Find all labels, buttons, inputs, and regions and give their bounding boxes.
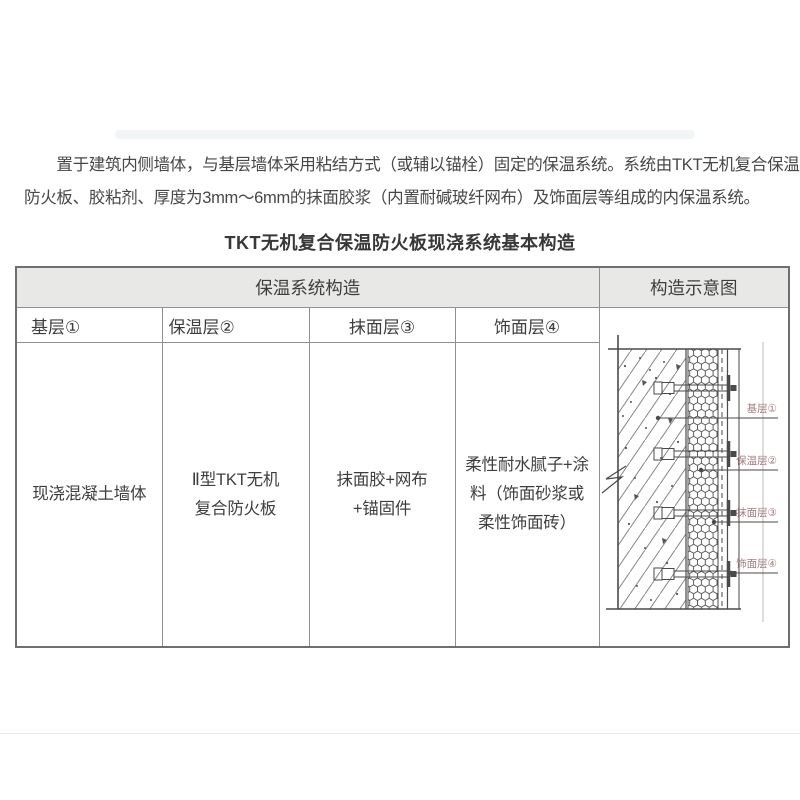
intro-paragraph: 置于建筑内侧墙体，与基层墙体采用粘结方式（或辅以锚栓）固定的保温系统。系统由TK… <box>24 156 800 207</box>
table-subheader-row: 基层① 保温层② 抹面层③ 饰面层④ <box>15 307 790 648</box>
concrete-wall-hatch <box>617 349 686 609</box>
label-base-layer: 基层① <box>746 402 776 415</box>
table-header-row: 保温系统构造 构造示意图 <box>15 266 790 308</box>
subheader-insulation-layer: 保温层② <box>161 307 310 343</box>
anchor-bolts <box>653 375 736 587</box>
subheader-finish-layer: 饰面层④ <box>454 307 600 343</box>
page-title: TKT无机复合保温防火板现浇系统基本构造 <box>224 233 576 253</box>
label-insulation-layer: 保温层② <box>736 454 777 467</box>
cell-base-layer: 现浇混凝土墙体 <box>15 342 163 648</box>
insulation-board-honeycomb <box>687 348 718 610</box>
anchor-bolt-2 <box>653 441 736 467</box>
subheader-plaster-layer: 抹面层③ <box>308 307 456 343</box>
layer-labels: 基层① 保温层② 抹面层③ 饰面层④ <box>736 402 777 570</box>
leader-lines <box>655 415 778 576</box>
label-plaster-layer: 抹面层③ <box>736 506 777 519</box>
table-content-row: 现浇混凝土墙体 Ⅱ型TKT无机 复合防火板 抹面胶+网布 +锚固件 柔性耐水腻子… <box>15 342 789 648</box>
diagram-cell: 基层① 保温层② 抹面层③ 饰面层④ <box>598 307 790 648</box>
construction-table: 保温系统构造 构造示意图 基层① 保温层② 抹面层③ 饰面层④ <box>15 266 790 648</box>
label-finish-layer: 饰面层④ <box>736 557 777 570</box>
anchor-bolt-4 <box>653 561 736 587</box>
wall-section-diagram: 基层① 保温层② 抹面层③ 饰面层④ <box>601 335 778 622</box>
header-diagram: 构造示意图 <box>598 266 790 308</box>
cell-plaster-layer: 抹面胶+网布 +锚固件 <box>308 342 456 648</box>
scan-artifact-band <box>115 130 695 139</box>
header-system-construction: 保温系统构造 <box>15 266 600 308</box>
cell-finish-layer: 柔性耐水腻子+涂 料（饰面砂浆或 柔性饰面砖） <box>454 342 600 648</box>
page-edge-line <box>0 733 800 734</box>
break-line-symbol <box>601 465 626 494</box>
layer-lines <box>605 335 741 610</box>
cell-insulation-layer: Ⅱ型TKT无机 复合防火板 <box>161 342 310 648</box>
anchor-bolt-1 <box>653 375 736 401</box>
subheader-base-layer: 基层① <box>15 307 163 343</box>
